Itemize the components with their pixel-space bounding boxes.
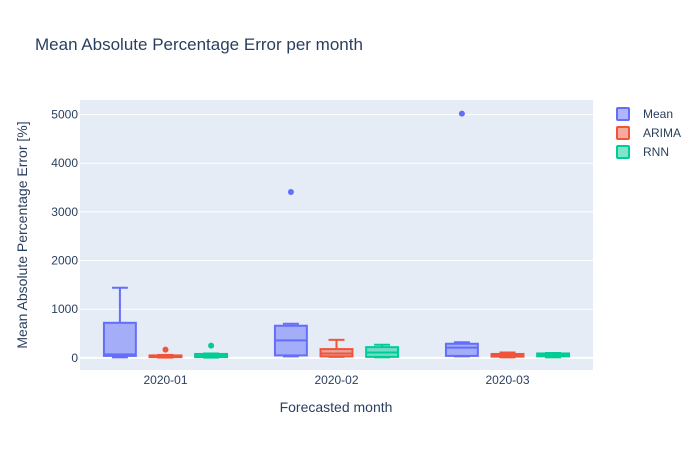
box-rnn-2020-02 [365, 343, 400, 359]
plot-area [80, 100, 593, 370]
outlier-point [287, 188, 294, 195]
x-tick-label: 2020-02 [314, 373, 358, 387]
box-mean-2020-03 [444, 110, 479, 358]
legend-item-rnn: RNN [616, 145, 669, 159]
box-body [102, 321, 137, 357]
box-mean-2020-02 [273, 188, 308, 358]
legend-label: RNN [643, 145, 669, 159]
box-body [444, 342, 479, 357]
x-tick-label: 2020-01 [143, 373, 187, 387]
y-tick-label: 3000 [51, 205, 78, 219]
legend-item-arima: ARIMA [616, 126, 681, 140]
legend-swatch [616, 107, 630, 121]
chart-title: Mean Absolute Percentage Error per month [35, 35, 363, 54]
box-arima-2020-02 [319, 338, 354, 358]
y-axis-title: Mean Absolute Percentage Error [%] [14, 121, 30, 348]
outlier-point [162, 346, 169, 353]
legend-label: Mean [643, 107, 673, 121]
box-arima-2020-03 [490, 351, 525, 359]
legend-swatch [616, 126, 630, 140]
x-tick-label: 2020-03 [485, 373, 529, 387]
box-rnn-2020-01 [194, 342, 229, 359]
legend-label: ARIMA [643, 126, 681, 140]
legend-item-mean: Mean [616, 107, 673, 121]
y-tick-label: 1000 [51, 302, 78, 316]
y-tick-label: 0 [71, 351, 78, 365]
box-groups [102, 110, 571, 359]
y-axis: 0 1000 2000 3000 4000 5000 [51, 108, 78, 365]
box-mean-2020-01 [102, 286, 137, 359]
x-axis-title: Forecasted month [280, 399, 393, 415]
box-rnn-2020-03 [536, 351, 571, 359]
legend-swatch [616, 145, 630, 159]
y-tick-label: 2000 [51, 254, 78, 268]
x-axis: 2020-01 2020-02 2020-03 [143, 373, 529, 387]
outlier-point [458, 110, 465, 117]
box-arima-2020-01 [148, 346, 183, 359]
outlier-point [208, 342, 215, 349]
legend: Mean ARIMA RNN [616, 107, 681, 159]
y-tick-label: 5000 [51, 108, 78, 122]
y-tick-label: 4000 [51, 156, 78, 170]
